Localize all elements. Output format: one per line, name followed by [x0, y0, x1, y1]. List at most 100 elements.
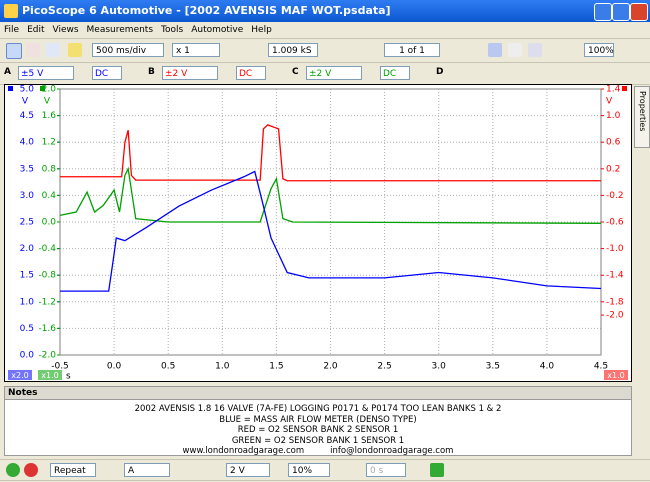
pointer-tool[interactable]	[488, 43, 502, 57]
trigger-level[interactable]: 2 V	[226, 463, 270, 477]
y-tick-label: 0.4	[42, 191, 57, 201]
menu-item[interactable]: Measurements	[86, 25, 154, 35]
menu-item[interactable]: Automotive	[191, 25, 244, 35]
spectrum-button[interactable]	[46, 43, 60, 57]
menu-item[interactable]: Help	[251, 25, 272, 35]
zoom-select[interactable]: x 1	[172, 43, 220, 57]
y-tick-label: 4.5	[20, 111, 34, 121]
y-tick-label: 1.0	[20, 297, 35, 307]
note-line: 2002 AVENSIS 1.8 16 VALVE (7A-FE) LOGGIN…	[134, 404, 502, 414]
status-toolbar: Repeat A 2 V 10% 0 s	[0, 459, 650, 481]
scale-label: x1.0	[41, 371, 58, 380]
y-tick-label: -1.2	[38, 297, 56, 307]
zoom-percent[interactable]: 100%	[584, 43, 614, 57]
trigger-mode[interactable]: Repeat	[50, 463, 96, 477]
note-website: www.londonroadgarage.com	[182, 446, 305, 456]
stop-button[interactable]	[24, 463, 38, 477]
x-unit: s	[66, 372, 71, 382]
x-tick-label: 2.0	[323, 362, 338, 372]
properties-tab[interactable]: Properties	[634, 86, 650, 148]
maximize-button[interactable]	[612, 3, 630, 21]
menu-item[interactable]: File	[4, 25, 20, 35]
trace-line	[60, 124, 601, 182]
zoom-tool[interactable]	[528, 43, 542, 57]
x-tick-label: -0.5	[51, 362, 69, 372]
trace-line	[60, 170, 602, 292]
trigger-delay[interactable]: 0 s	[366, 463, 406, 477]
minimize-button[interactable]	[594, 3, 612, 21]
menu-item[interactable]: Tools	[161, 25, 184, 35]
add-measurement[interactable]	[430, 463, 444, 477]
hand-tool[interactable]	[508, 43, 522, 57]
axis-unit: V	[606, 97, 613, 107]
axis-unit: V	[22, 97, 29, 107]
y-tick-label: 3.0	[20, 191, 35, 201]
scale-badge	[38, 370, 62, 380]
channel-range[interactable]: ±2 V	[306, 66, 362, 80]
scope-mode-button[interactable]	[6, 43, 22, 59]
x-tick-label: 1.0	[215, 362, 230, 372]
y-tick-label: 2.0	[42, 85, 57, 95]
buffer-navigator[interactable]: 1 of 1	[384, 43, 440, 57]
y-tick-label: 0.5	[20, 324, 34, 334]
channel-name: B	[148, 67, 155, 77]
y-tick-label: -0.2	[606, 191, 624, 201]
trigger-channel[interactable]: A	[124, 463, 170, 477]
probe-button[interactable]	[68, 43, 82, 57]
channel-name: C	[292, 67, 299, 77]
notes-header: Notes	[4, 386, 632, 400]
notes-title: Notes	[8, 388, 38, 398]
axis-marker	[40, 86, 45, 91]
channel-coupling[interactable]: DC	[236, 66, 266, 80]
channel-coupling[interactable]: DC	[380, 66, 410, 80]
start-button[interactable]	[6, 463, 20, 477]
menu-bar: File Edit Views Measurements Tools Automotive…	[0, 22, 650, 39]
window-title: PicoScope 6 Automotive - [2002 AVENSIS M…	[22, 4, 391, 17]
y-tick-label: 1.6	[42, 111, 57, 121]
y-tick-label: 4.0	[20, 138, 35, 148]
x-tick-label: 0.5	[161, 362, 175, 372]
properties-label: Properties	[638, 91, 647, 132]
notes-panel: 2002 AVENSIS 1.8 16 VALVE (7A-FE) LOGGIN…	[4, 400, 632, 456]
y-tick-label: 2.5	[20, 218, 34, 228]
menu-item[interactable]: Edit	[27, 25, 45, 35]
y-tick-label: -1.0	[606, 244, 624, 254]
y-tick-label: 1.2	[42, 138, 56, 148]
channel-range[interactable]: ±2 V	[162, 66, 218, 80]
y-tick-label: -2.0	[606, 311, 624, 321]
channel-name: D	[436, 67, 444, 77]
app-icon	[4, 4, 18, 18]
menu-item[interactable]: Views	[52, 25, 79, 35]
toolbar: 500 ms/div x 1 1.009 kS 1 of 1 100%	[0, 39, 650, 63]
trace-line	[59, 166, 602, 224]
x-tick-label: 3.5	[486, 362, 500, 372]
y-tick-label: -2.0	[38, 351, 56, 361]
samples-select[interactable]: 1.009 kS	[268, 43, 318, 57]
note-line: BLUE = MASS AIR FLOW METER (DENSO TYPE)	[219, 414, 417, 425]
y-tick-label: 1.4	[606, 85, 621, 95]
y-tick-label: 1.5	[20, 271, 34, 281]
scale-badge	[604, 370, 628, 380]
pretrigger[interactable]: 10%	[288, 463, 330, 477]
title-bar: PicoScope 6 Automotive - [2002 AVENSIS M…	[0, 0, 650, 22]
y-tick-label: 1.0	[606, 111, 621, 121]
y-tick-label: 0.8	[42, 164, 57, 174]
y-tick-label: 0.0	[20, 351, 35, 361]
axis-marker	[8, 86, 13, 91]
persistence-button[interactable]	[26, 43, 40, 57]
x-tick-label: 1.5	[269, 362, 283, 372]
channel-bar: A ±5 V DC B ±2 V DC C ±2 V DC D	[0, 63, 650, 85]
scope-plot: -0.5 0.0 0.5 1.0 1.5 2.0 2.5 3.0 3.5 4.0 4.5 5.0 4.5…	[8, 85, 628, 382]
channel-coupling[interactable]: DC	[92, 66, 122, 80]
x-tick-label: 0.0	[107, 362, 122, 372]
channel-name: A	[4, 67, 11, 77]
timebase-select[interactable]: 500 ms/div	[92, 43, 164, 57]
y-tick-label: 3.5	[20, 164, 34, 174]
close-button[interactable]	[630, 3, 648, 21]
y-tick-label: -1.6	[38, 324, 56, 334]
y-tick-label: -0.4	[38, 244, 56, 254]
scale-label: x1.0	[607, 371, 624, 380]
scale-label: x2.0	[11, 371, 28, 380]
scale-badge	[8, 370, 32, 380]
channel-range[interactable]: ±5 V	[18, 66, 74, 80]
